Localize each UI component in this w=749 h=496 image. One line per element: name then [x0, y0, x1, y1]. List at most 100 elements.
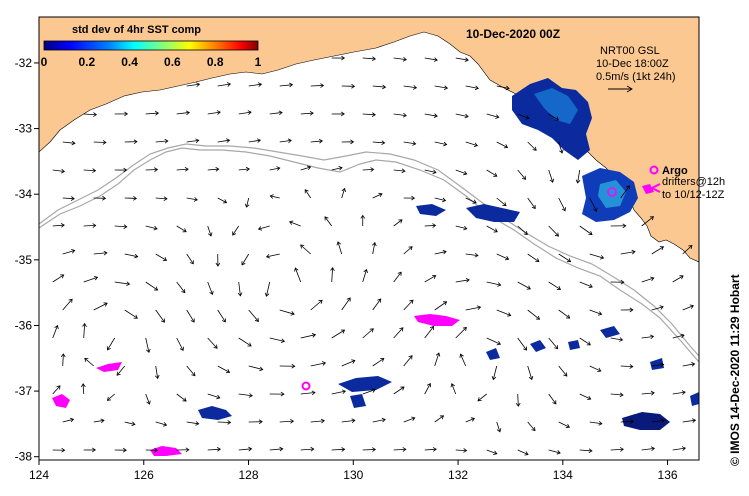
current-arrow — [372, 242, 377, 255]
scale-arrow-head — [626, 85, 633, 93]
current-arrow — [300, 333, 317, 339]
current-arrow — [207, 281, 214, 296]
current-arrow — [155, 309, 165, 323]
sst-patch-scatter-2 — [486, 348, 500, 360]
sst-patch-scatter-5 — [650, 358, 664, 370]
current-arrow — [459, 353, 467, 367]
current-arrow — [310, 361, 327, 367]
current-arrow — [465, 417, 476, 423]
current-arrow — [238, 337, 252, 347]
y-axis-tick-label: -34 — [15, 187, 33, 201]
current-arrow — [579, 225, 593, 236]
current-arrow — [517, 337, 528, 351]
current-arrow — [372, 84, 387, 90]
current-arrow — [155, 253, 168, 261]
current-arrow — [682, 418, 697, 423]
current-arrow — [269, 446, 284, 452]
current-arrow — [269, 337, 286, 344]
current-arrow — [124, 309, 138, 319]
legend-time: 10-Dec 18:00Z — [596, 58, 669, 70]
current-arrow — [486, 449, 498, 455]
current-arrow — [106, 337, 116, 351]
colorbar-tick-label: 0.6 — [164, 55, 181, 69]
current-arrow — [331, 55, 346, 61]
current-arrow — [558, 197, 566, 212]
current-arrow — [579, 393, 592, 401]
y-axis-tick-label: -32 — [15, 56, 33, 70]
current-arrow — [341, 139, 355, 145]
current-arrow — [496, 309, 512, 317]
current-arrow — [176, 110, 190, 116]
current-arrow — [155, 196, 168, 201]
current-arrow — [93, 302, 108, 311]
land-area — [39, 17, 699, 263]
current-arrow — [145, 447, 159, 453]
current-arrow — [548, 449, 561, 455]
current-arrow — [279, 363, 296, 369]
colorbar-tick-label: 0.2 — [78, 55, 95, 69]
current-arrow — [620, 185, 630, 199]
current-arrow — [393, 112, 407, 118]
current-arrow — [82, 322, 87, 339]
current-arrow — [360, 214, 366, 227]
x-axis: 124 126 128 130 132 134 136 — [29, 460, 678, 482]
current-arrow — [620, 419, 635, 424]
y-axis-tick-label: -36 — [15, 318, 33, 332]
current-arrow — [331, 447, 346, 452]
current-arrow — [310, 83, 325, 88]
current-arrow — [558, 365, 568, 377]
current-arrow — [300, 244, 311, 255]
argo-float-marker — [301, 381, 311, 391]
current-arrow — [300, 110, 314, 116]
current-arrow — [393, 271, 402, 283]
current-arrow — [217, 82, 232, 87]
current-arrow — [124, 139, 138, 145]
argo-tracks — [52, 184, 654, 456]
current-arrow — [465, 305, 482, 311]
current-arrow — [682, 362, 696, 367]
current-arrow — [217, 365, 231, 374]
current-arrow — [269, 391, 285, 397]
current-arrow — [548, 337, 559, 350]
current-arrow — [641, 446, 656, 452]
sst-patch-scatter-1 — [530, 340, 546, 352]
current-arrow — [651, 305, 664, 311]
current-arrow — [84, 357, 94, 367]
current-arrow — [269, 166, 281, 171]
current-arrow — [93, 250, 108, 256]
current-arrow — [362, 328, 374, 339]
current-arrow — [155, 421, 168, 427]
argo-float-marker-cape — [607, 187, 617, 197]
current-arrow — [517, 113, 530, 120]
current-arrow — [486, 225, 498, 233]
current-arrow — [238, 110, 252, 115]
current-arrow — [186, 82, 201, 87]
current-arrow — [517, 449, 529, 456]
current-arrow — [465, 197, 477, 204]
current-arrow — [496, 141, 509, 149]
current-arrow — [641, 334, 655, 340]
current-arrow — [610, 337, 624, 342]
sst-patch-west-mid — [416, 204, 446, 216]
current-arrow — [672, 446, 687, 451]
isobath-line-inner — [39, 143, 699, 357]
current-arrow — [310, 138, 324, 144]
current-arrow — [558, 309, 571, 319]
current-arrow — [93, 140, 107, 145]
colorbar-title: std dev of 4hr SST comp — [72, 24, 201, 36]
current-arrow — [486, 113, 500, 119]
current-arrow — [465, 85, 479, 91]
current-arrow — [672, 275, 684, 283]
current-arrow — [548, 281, 562, 290]
current-arrow — [83, 223, 97, 228]
current-arrow — [176, 447, 190, 453]
current-arrow — [62, 140, 76, 146]
argo-track-1 — [414, 314, 460, 326]
current-arrow — [62, 298, 73, 311]
current-arrow — [589, 365, 602, 373]
y-axis-tick-label: -38 — [15, 450, 33, 464]
current-arrow — [154, 365, 160, 380]
current-arrow — [265, 253, 280, 259]
current-arrow — [336, 241, 343, 255]
current-arrow — [62, 417, 75, 423]
